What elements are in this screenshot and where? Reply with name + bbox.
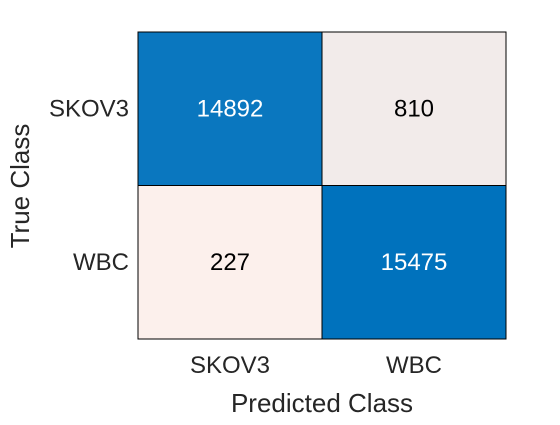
cell-value-skov3-skov3: 14892 <box>197 95 264 122</box>
cells-layer: 14892 810 227 15475 <box>137 31 507 340</box>
x-axis-label: Predicted Class <box>231 388 413 418</box>
cell-value-wbc-wbc: 15475 <box>381 249 448 276</box>
cell-wbc-wbc <box>321 185 507 340</box>
cell-skov3-wbc <box>321 31 507 186</box>
y-tick-label-wbc: WBC <box>73 249 129 276</box>
plot-frame <box>137 31 507 340</box>
y-axis-label: True Class <box>5 124 35 249</box>
cell-wbc-skov3 <box>137 185 323 340</box>
cell-value-skov3-wbc: 810 <box>394 95 434 122</box>
cell-value-wbc-skov3: 227 <box>210 249 250 276</box>
y-tick-label-skov3: SKOV3 <box>49 95 129 122</box>
x-tick-label-skov3: SKOV3 <box>190 352 270 379</box>
tick-labels-layer: SKOV3 WBC SKOV3 WBC <box>49 95 442 379</box>
x-tick-label-wbc: WBC <box>386 352 442 379</box>
cell-skov3-skov3 <box>137 31 323 186</box>
